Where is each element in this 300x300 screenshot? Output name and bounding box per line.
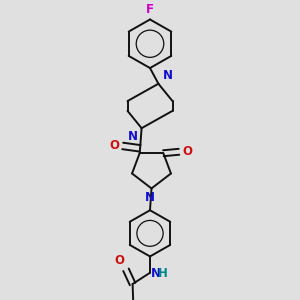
Text: H: H xyxy=(158,266,168,280)
Text: N: N xyxy=(128,130,137,143)
Text: N: N xyxy=(145,191,155,204)
Text: N: N xyxy=(151,266,161,280)
Text: O: O xyxy=(115,254,124,267)
Text: O: O xyxy=(183,145,193,158)
Text: F: F xyxy=(146,3,154,16)
Text: O: O xyxy=(110,140,119,152)
Text: N: N xyxy=(163,69,172,82)
